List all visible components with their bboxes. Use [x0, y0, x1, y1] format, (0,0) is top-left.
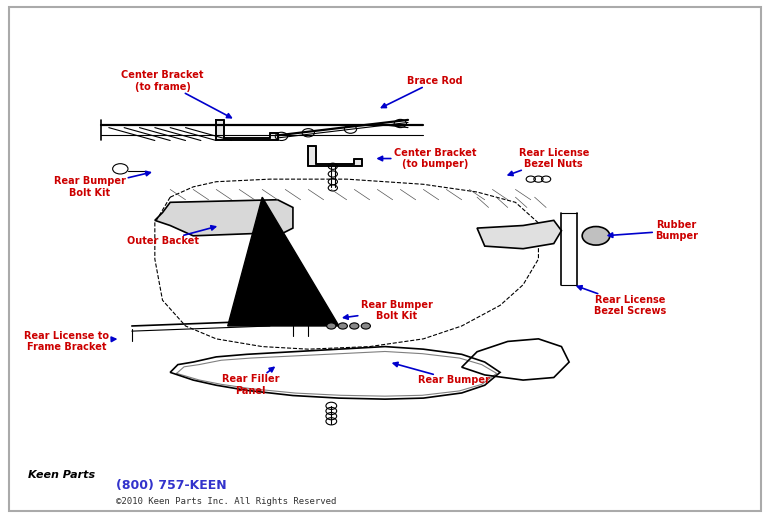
Text: Brace Rod: Brace Rod: [381, 76, 463, 108]
Text: Rear License
Bezel Screws: Rear License Bezel Screws: [578, 286, 667, 316]
Circle shape: [338, 323, 347, 329]
Text: Rubber
Bumper: Rubber Bumper: [608, 220, 698, 241]
Text: Rear Bumper
Bolt Kit: Rear Bumper Bolt Kit: [54, 171, 150, 198]
Text: Outer Backet: Outer Backet: [126, 226, 216, 246]
Circle shape: [350, 323, 359, 329]
Polygon shape: [477, 220, 561, 249]
Text: Rear License
Bezel Nuts: Rear License Bezel Nuts: [508, 148, 589, 176]
Text: Center Bracket
(to bumper): Center Bracket (to bumper): [378, 148, 476, 169]
Polygon shape: [155, 200, 293, 236]
Text: Keen Parts: Keen Parts: [28, 470, 95, 480]
Text: ©2010 Keen Parts Inc. All Rights Reserved: ©2010 Keen Parts Inc. All Rights Reserve…: [116, 497, 336, 506]
Circle shape: [326, 323, 336, 329]
Polygon shape: [228, 197, 339, 326]
Text: Rear License to
Frame Bracket: Rear License to Frame Bracket: [24, 330, 116, 352]
Text: Rear Filler
Panel: Rear Filler Panel: [222, 367, 280, 396]
Circle shape: [582, 226, 610, 245]
Text: Rear Bumper
Bolt Kit: Rear Bumper Bolt Kit: [343, 300, 433, 321]
Text: (800) 757-KEEN: (800) 757-KEEN: [116, 479, 227, 492]
Polygon shape: [308, 146, 362, 166]
Text: Rear Bumper: Rear Bumper: [393, 362, 490, 385]
Polygon shape: [216, 120, 278, 140]
Circle shape: [361, 323, 370, 329]
Text: Center Bracket
(to frame): Center Bracket (to frame): [121, 70, 231, 118]
